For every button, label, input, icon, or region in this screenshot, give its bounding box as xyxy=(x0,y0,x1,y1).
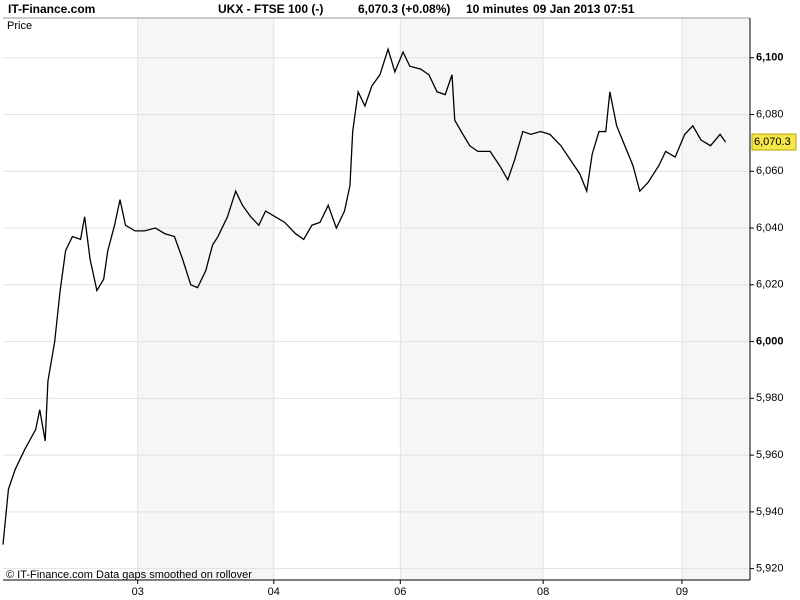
day-bands xyxy=(137,18,750,580)
day-band xyxy=(400,18,544,580)
y-tick-label: 5,920 xyxy=(756,563,784,575)
x-tick-label: 04 xyxy=(268,586,280,598)
y-tick-label: 5,980 xyxy=(756,392,784,404)
instrument: UKX - FTSE 100 (-) xyxy=(218,2,323,16)
y-tick-label: 6,060 xyxy=(756,165,784,177)
day-band xyxy=(137,18,274,580)
day-band xyxy=(681,18,750,580)
y-axis-label: Price xyxy=(7,20,32,32)
timestamp: 09 Jan 2013 07:51 xyxy=(533,2,635,16)
footnote: © IT-Finance.com Data gaps smoothed on r… xyxy=(6,569,252,581)
y-tick-label: 6,000 xyxy=(756,335,784,347)
y-tick-label: 6,080 xyxy=(756,108,784,120)
y-tick-label: 6,020 xyxy=(756,279,784,291)
y-tick-label: 6,100 xyxy=(756,52,784,64)
last-price-box xyxy=(751,133,797,151)
interval: 10 minutes xyxy=(466,2,529,16)
x-tick-label: 09 xyxy=(676,586,688,598)
price-line xyxy=(2,47,727,545)
y-tick-label: 5,940 xyxy=(756,506,784,518)
quote: 6,070.3 (+0.08%) xyxy=(358,2,450,16)
x-tick-label: 03 xyxy=(132,586,144,598)
last-price-label: 6,070.3 xyxy=(754,136,791,148)
y-tick-label: 6,040 xyxy=(756,222,784,234)
y-tick-label: 5,960 xyxy=(756,449,784,461)
x-tick-label: 08 xyxy=(537,586,549,598)
grid xyxy=(3,18,750,580)
brand: IT-Finance.com xyxy=(8,2,95,16)
x-tick-label: 06 xyxy=(394,586,406,598)
